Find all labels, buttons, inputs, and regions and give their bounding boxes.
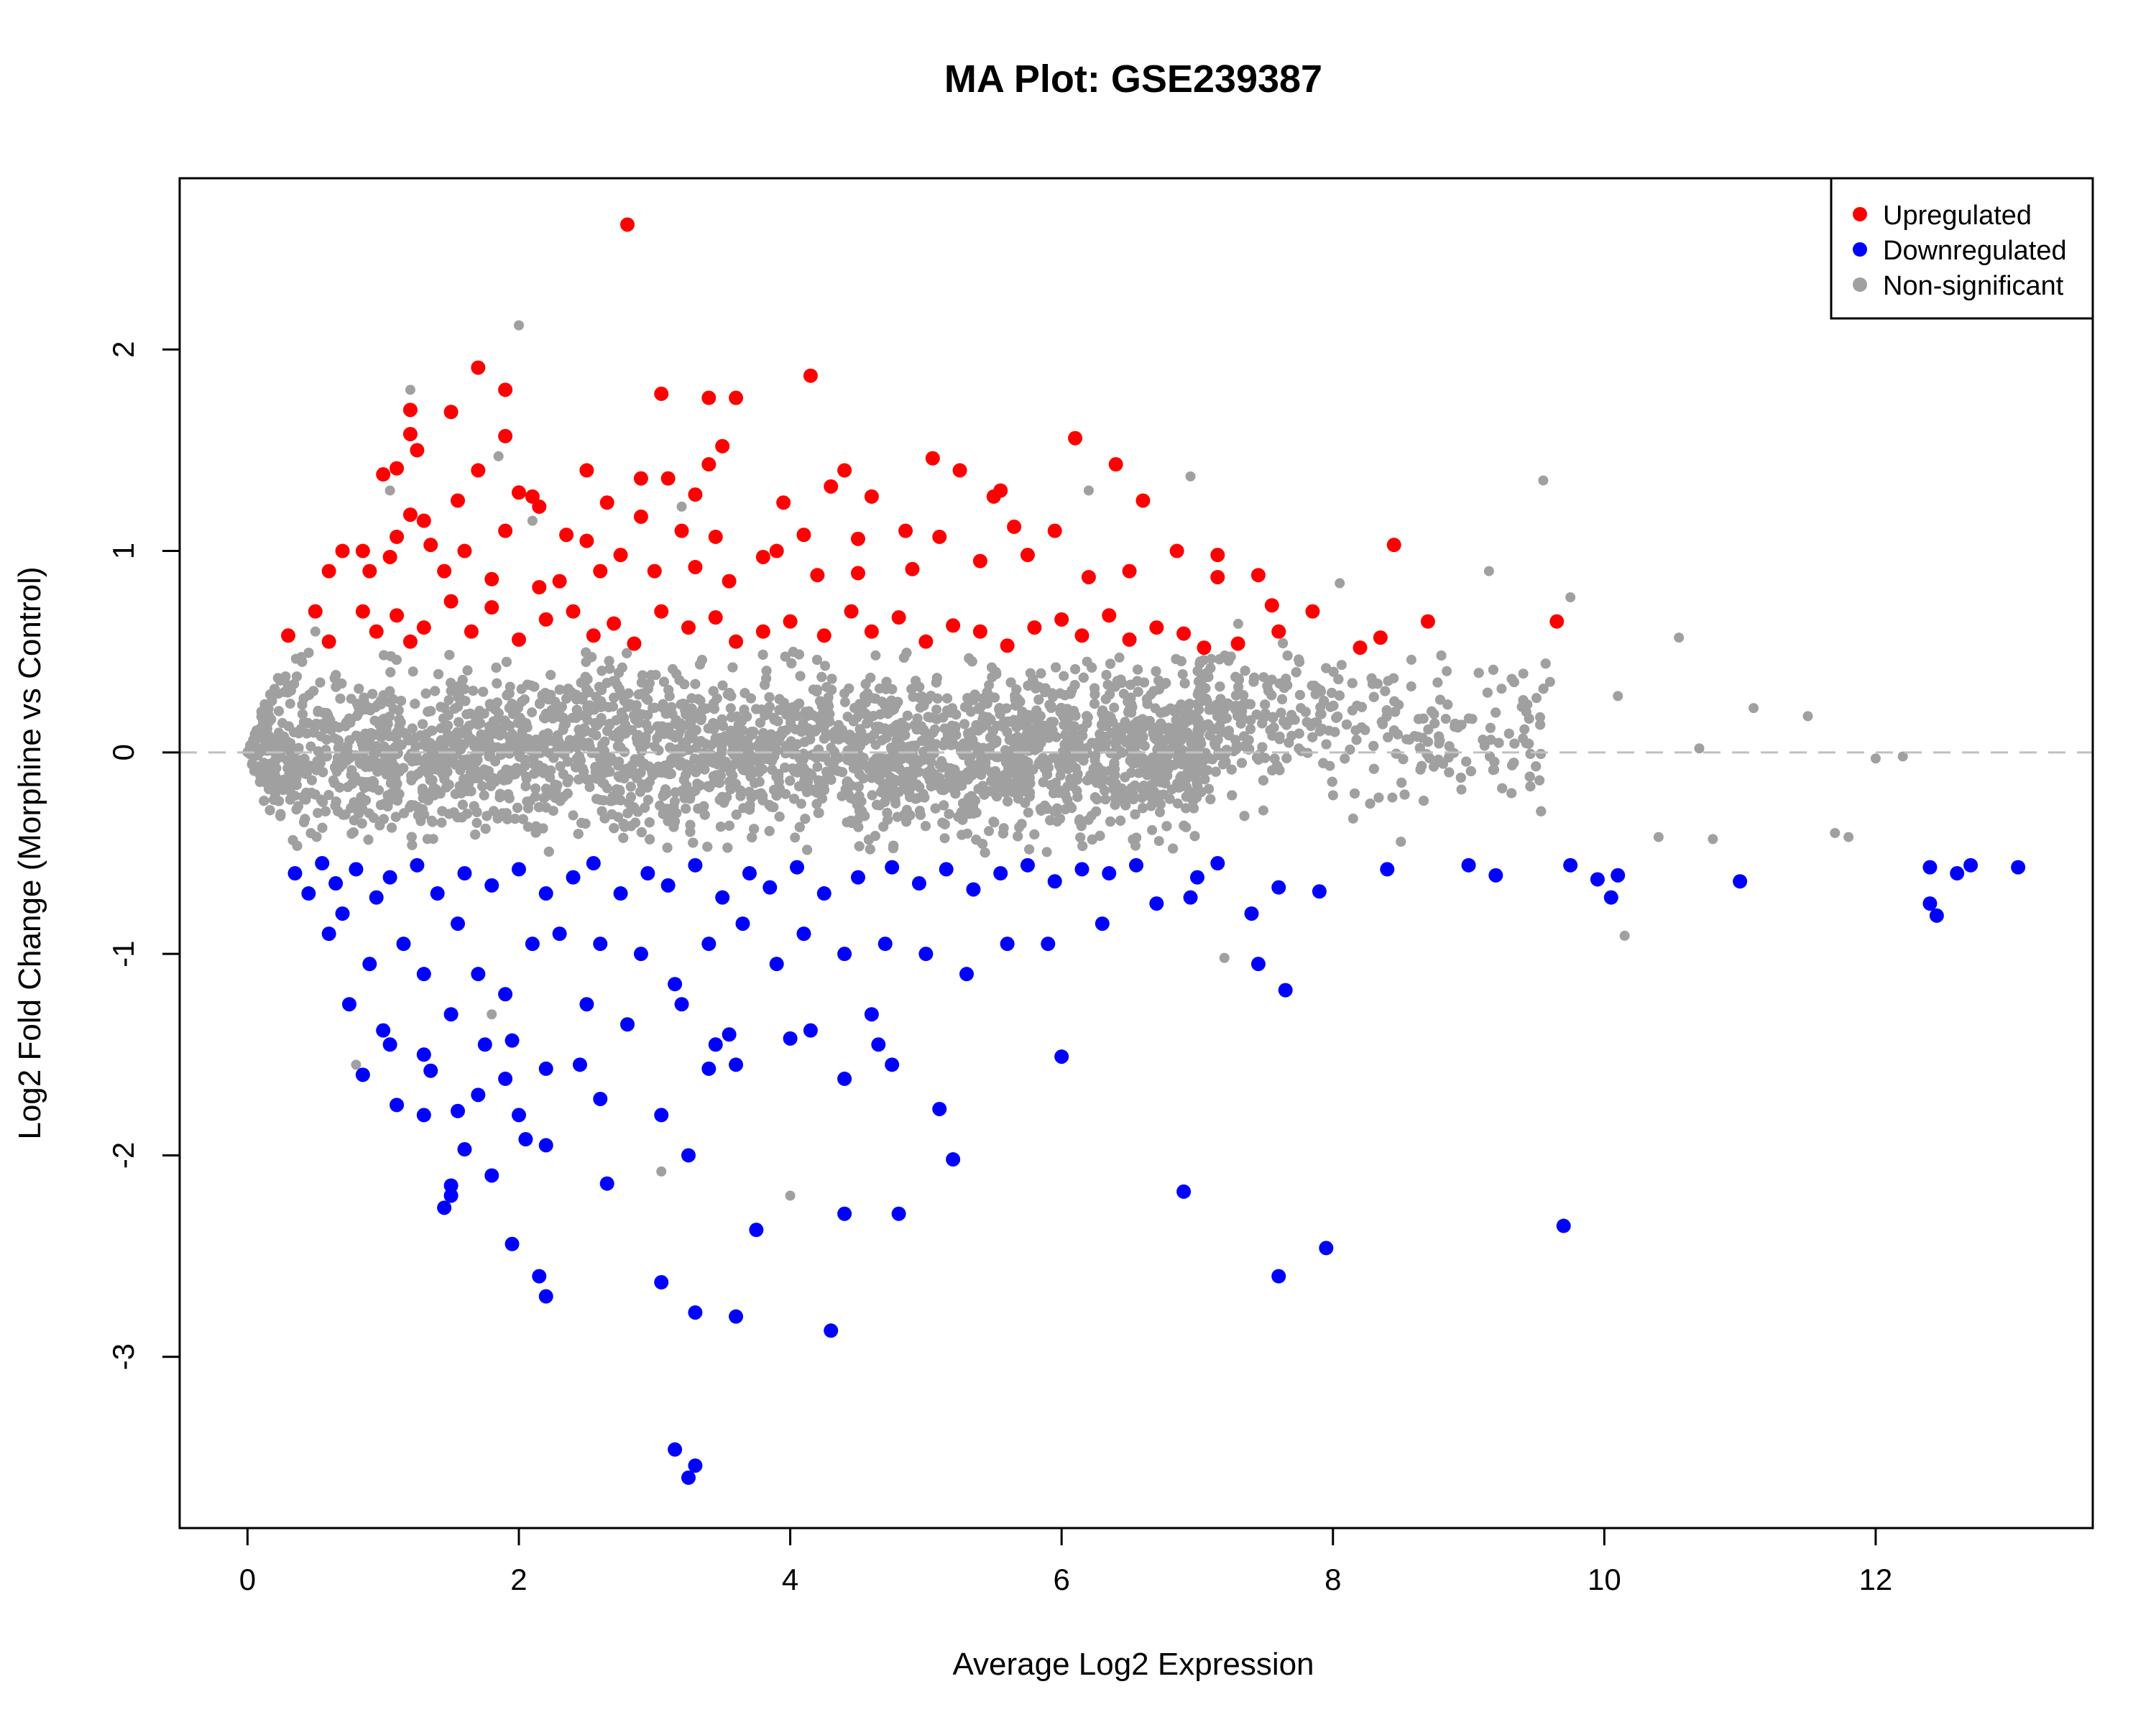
point-non-significant: [584, 782, 595, 793]
point-non-significant: [285, 699, 295, 709]
point-non-significant: [527, 707, 538, 718]
point-non-significant: [1519, 724, 1530, 735]
point-non-significant: [1406, 654, 1416, 665]
point-non-significant: [984, 826, 994, 837]
point-non-significant: [422, 834, 433, 845]
point-non-significant: [1156, 799, 1166, 809]
point-non-significant: [1172, 798, 1183, 809]
point-non-significant: [1206, 653, 1217, 664]
point-non-significant: [870, 650, 881, 661]
point-non-significant: [1100, 794, 1111, 805]
point-non-significant: [1147, 824, 1158, 835]
point-non-significant: [820, 661, 831, 671]
point-non-significant: [313, 808, 323, 819]
point-non-significant: [1336, 660, 1347, 671]
point-non-significant: [1153, 836, 1164, 847]
point-non-significant: [443, 695, 454, 706]
point-non-significant: [1274, 731, 1285, 742]
point-non-significant: [1155, 807, 1165, 817]
point-non-significant: [568, 810, 579, 821]
point-non-significant: [989, 817, 1000, 828]
point-non-significant: [346, 694, 356, 704]
point-non-significant: [1340, 753, 1350, 764]
point-non-significant: [1496, 684, 1507, 694]
point-non-significant: [1023, 807, 1033, 818]
point-non-significant: [1535, 712, 1545, 722]
point-non-significant: [1387, 792, 1398, 803]
point-non-significant: [1348, 813, 1358, 824]
point-non-significant: [931, 704, 942, 715]
point-non-significant: [1114, 652, 1125, 663]
point-non-significant: [1177, 669, 1188, 679]
point-non-significant: [305, 741, 316, 752]
point-non-significant: [1109, 702, 1120, 713]
point-non-significant: [471, 817, 482, 828]
point-non-significant: [790, 832, 801, 843]
point-non-significant: [436, 817, 447, 828]
point-non-significant: [1440, 714, 1451, 724]
point-non-significant: [407, 666, 418, 677]
point-non-significant: [812, 761, 823, 772]
point-non-significant: [1049, 717, 1059, 727]
point-non-significant: [839, 696, 850, 707]
point-non-significant: [796, 799, 806, 809]
point-non-significant: [522, 822, 533, 832]
chart-title: MA Plot: GSE239387: [944, 58, 1322, 101]
point-non-significant: [1258, 805, 1268, 816]
point-non-significant: [939, 833, 950, 844]
point-non-significant: [1041, 847, 1052, 857]
point-non-significant: [1406, 681, 1416, 691]
point-non-significant: [1233, 618, 1243, 629]
plot-points: [242, 217, 2026, 1485]
point-non-significant: [1327, 790, 1338, 801]
non-significant-cloud: [242, 618, 1551, 858]
point-non-significant: [1059, 671, 1069, 681]
point-non-significant: [642, 709, 653, 720]
point-non-significant: [1442, 666, 1452, 676]
point-non-significant: [1456, 784, 1467, 795]
point-non-significant: [1518, 668, 1529, 679]
